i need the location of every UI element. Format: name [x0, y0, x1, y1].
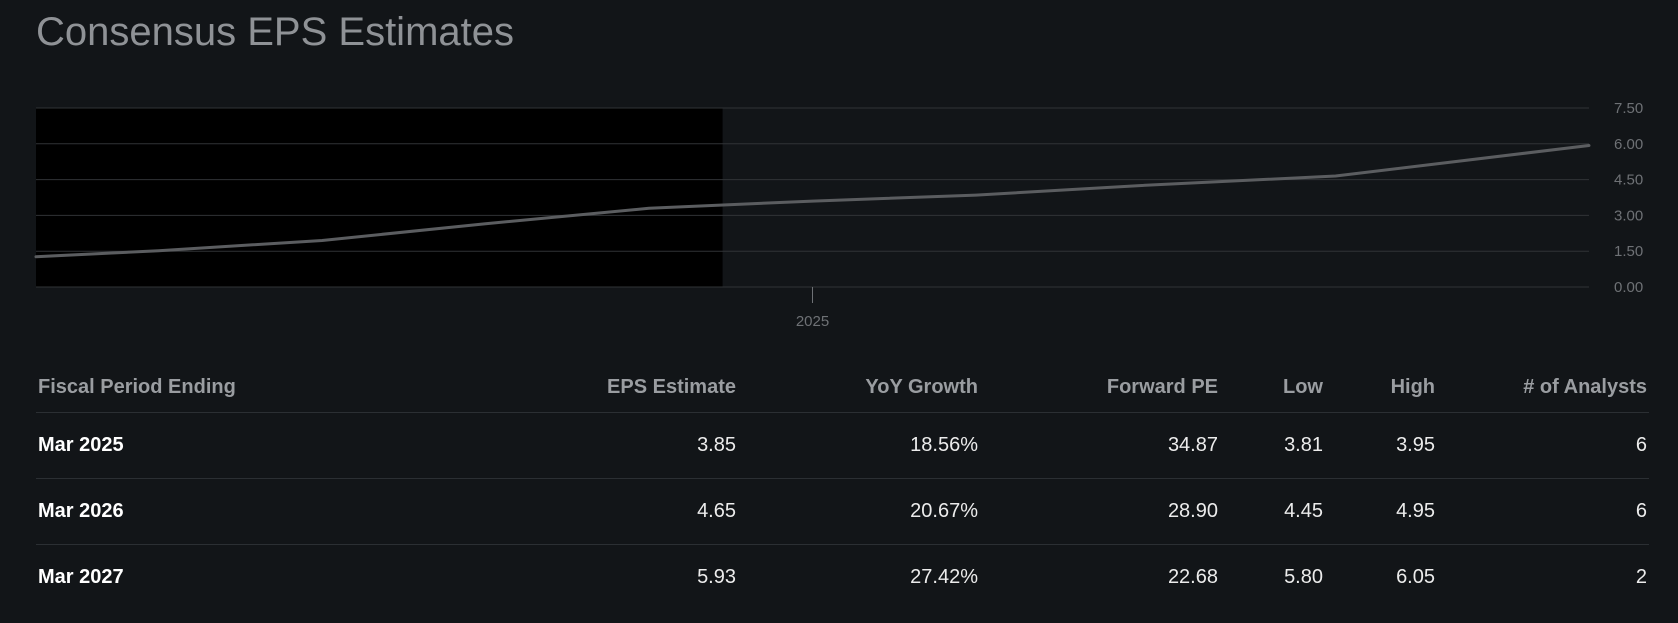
cell-period: Mar 2025 [36, 412, 456, 479]
y-tick-label: 6.00 [1614, 136, 1643, 153]
cell-period: Mar 2027 [38, 566, 124, 588]
table-row: Mar 2025 3.85 18.56% 34.87 3.81 3.95 6 [36, 412, 1649, 479]
cell-yoy: 27.42% [910, 566, 978, 588]
cell-high: 3.95 [1325, 412, 1437, 479]
y-tick-label: 7.50 [1614, 100, 1643, 117]
cell-forward-pe: 28.90 [980, 478, 1220, 545]
cell-analysts: 2 [1635, 566, 1647, 588]
page-title: Consensus EPS Estimates [36, 10, 514, 54]
y-tick-label: 4.50 [1614, 172, 1643, 189]
cell-forward-pe: 22.68 [1167, 566, 1218, 588]
header-analysts[interactable]: # of Analysts [1437, 362, 1649, 413]
header-fiscal-period[interactable]: Fiscal Period Ending [36, 362, 456, 413]
historical-shaded-region [36, 108, 723, 287]
y-tick-label: 0.00 [1614, 279, 1643, 296]
cell-analysts: 6 [1437, 478, 1649, 545]
cell-yoy: 18.56% [738, 412, 980, 479]
cell-analysts: 6 [1437, 412, 1649, 479]
eps-line-chart: 0.00 1.50 3.00 4.50 6.00 7.50 2025 [34, 100, 1643, 330]
cell-period: Mar 2026 [36, 478, 456, 545]
header-yoy-growth[interactable]: YoY Growth [738, 362, 980, 413]
header-low[interactable]: Low [1220, 362, 1325, 413]
x-tick-label: 2025 [796, 313, 829, 330]
eps-estimates-table: Fiscal Period Ending EPS Estimate YoY Gr… [36, 362, 1649, 610]
cell-high: 4.95 [1325, 478, 1437, 545]
header-forward-pe[interactable]: Forward PE [980, 362, 1220, 413]
cell-eps: 4.65 [456, 478, 738, 545]
cell-yoy: 20.67% [738, 478, 980, 545]
cell-low: 4.45 [1220, 478, 1325, 545]
table-row: Mar 2027 5.93 27.42% 22.68 5.80 6.05 2 [36, 545, 1649, 611]
series-line [34, 143, 1591, 259]
cell-high: 6.05 [1396, 566, 1435, 588]
cell-forward-pe: 34.87 [980, 412, 1220, 479]
header-high[interactable]: High [1325, 362, 1437, 413]
cell-eps: 3.85 [456, 412, 738, 479]
table-row: Mar 2026 4.65 20.67% 28.90 4.45 4.95 6 [36, 478, 1649, 545]
cell-low: 5.80 [1284, 566, 1323, 588]
cell-low: 3.81 [1220, 412, 1325, 479]
table-header-row: Fiscal Period Ending EPS Estimate YoY Gr… [36, 362, 1649, 413]
header-eps-estimate[interactable]: EPS Estimate [456, 362, 738, 413]
y-tick-label: 3.00 [1614, 207, 1643, 224]
y-tick-label: 1.50 [1614, 243, 1643, 260]
cell-eps: 5.93 [697, 566, 736, 588]
